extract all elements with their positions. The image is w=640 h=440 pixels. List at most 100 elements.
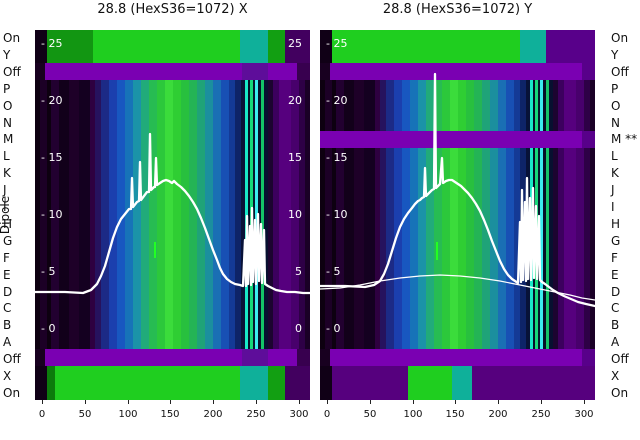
- row-label: F: [611, 250, 618, 265]
- inner-tick-label: - 0: [41, 322, 55, 335]
- x-tick-mark: [299, 400, 300, 404]
- x-tick-mark: [85, 400, 86, 404]
- inner-tick-label: 5: [295, 265, 302, 278]
- row-label: D: [3, 284, 13, 299]
- x-tick-mark: [541, 400, 542, 404]
- x-tick-label: 0: [38, 409, 46, 420]
- inner-tick-label: - 10: [326, 208, 347, 221]
- x-tick-label: 300: [289, 409, 309, 420]
- row-label: F: [3, 250, 10, 265]
- x-tick-label: 100: [118, 409, 138, 420]
- row-label: O: [611, 98, 621, 113]
- x-tick-mark: [327, 400, 328, 404]
- x-tick-mark: [584, 400, 585, 404]
- inner-tick-label: 25: [288, 37, 302, 50]
- row-label: M **: [611, 132, 638, 147]
- row-labels-right: On Y Off P O N M ** L K J I H G F E D C B A Off X On: [611, 0, 640, 440]
- heatmap-image: - 25 - 20 - 15 - 10 - 5 - 0 25 20 15 10 5 0: [35, 30, 310, 400]
- row-label: A: [611, 335, 620, 350]
- inner-tick-label: - 25: [41, 37, 62, 50]
- x-tick-label: 0: [323, 409, 331, 420]
- panel-title-y: 28.8 (HexS36=1072) Y: [382, 2, 533, 17]
- row-label: K: [3, 166, 11, 181]
- inner-tick-label: - 20: [41, 94, 62, 107]
- x-tick-mark: [170, 400, 171, 404]
- x-tick-label: 50: [363, 409, 377, 420]
- panel-title-x: 28.8 (HexS36=1072) X: [97, 2, 248, 17]
- row-label: I: [3, 200, 7, 214]
- inner-tick-label: - 15: [41, 151, 62, 164]
- row-label: On: [3, 385, 21, 400]
- row-label: L: [3, 149, 10, 164]
- row-label: Y: [611, 47, 619, 62]
- row-label: K: [611, 166, 619, 181]
- inner-tick-label: 15: [288, 151, 302, 164]
- row-label: B: [3, 318, 12, 333]
- row-label: E: [3, 267, 11, 282]
- row-label: X: [3, 369, 12, 383]
- row-label: Off: [3, 352, 21, 367]
- row-label: X: [611, 369, 620, 383]
- x-tick-mark: [455, 400, 456, 404]
- heatmap-panel-y: - 25 - 20 - 15 - 10 - 5 - 0 0 50 100 150 200 250 300: [320, 30, 595, 420]
- row-label: Y: [3, 47, 11, 62]
- row-label: G: [611, 233, 621, 248]
- profile-curve: [35, 132, 310, 295]
- row-label: D: [611, 284, 621, 299]
- heatmap-panel-x: - 25- 20- 15- 10- 5- 0 25 20 15 10 5 0 0 50 100 15…: [35, 30, 310, 420]
- inner-tick-label: 20: [288, 94, 302, 107]
- row-label: I: [611, 200, 615, 214]
- x-tick-mark: [413, 400, 414, 404]
- x-tick-label: 250: [246, 409, 266, 420]
- row-label: Off: [3, 64, 21, 79]
- inner-tick-label: - 15: [326, 151, 347, 164]
- row-label: Off: [611, 64, 629, 79]
- x-tick-label: 150: [445, 409, 465, 420]
- inner-tick-label: - 5: [41, 265, 55, 278]
- row-label: B: [611, 318, 620, 333]
- x-tick-mark: [370, 400, 371, 404]
- profile-curve: [320, 72, 595, 308]
- x-tick-mark: [128, 400, 129, 404]
- x-tick-label: 300: [574, 409, 594, 420]
- row-label: L: [611, 149, 618, 164]
- row-label: N: [3, 115, 12, 130]
- row-label: C: [3, 301, 12, 316]
- x-tick-label: 200: [488, 409, 508, 420]
- x-tick-label: 50: [78, 409, 92, 420]
- x-tick-mark: [42, 400, 43, 404]
- row-label: H: [3, 216, 13, 231]
- row-label: H: [611, 216, 621, 231]
- row-label: J: [3, 183, 7, 198]
- row-label: Off: [611, 352, 629, 367]
- x-tick-label: 250: [531, 409, 551, 420]
- row-label: O: [3, 98, 13, 113]
- row-label: On: [611, 31, 629, 45]
- inner-tick-label: - 25: [326, 37, 347, 50]
- heatmap-image: - 25 - 20 - 15 - 10 - 5 - 0: [320, 30, 595, 400]
- row-labels-left: On Y Off P O N M L K J I H G F E D C B A Off X On: [3, 0, 35, 440]
- row-label: A: [3, 335, 12, 350]
- profile-curve: [320, 274, 595, 301]
- row-label: G: [3, 233, 13, 248]
- row-label: N: [611, 115, 620, 130]
- inner-tick-label: - 10: [41, 208, 62, 221]
- inner-tick-label: - 0: [326, 322, 340, 335]
- row-label: On: [611, 385, 629, 400]
- row-label: J: [611, 183, 615, 198]
- inner-tick-label: 10: [288, 208, 302, 221]
- x-tick-label: 200: [203, 409, 223, 420]
- x-tick-mark: [213, 400, 214, 404]
- row-label: P: [3, 81, 11, 96]
- x-tick-label: 150: [160, 409, 180, 420]
- x-tick-mark: [498, 400, 499, 404]
- x-tick-mark: [256, 400, 257, 404]
- row-label: C: [611, 301, 620, 316]
- row-label: E: [611, 267, 619, 282]
- row-label: P: [611, 81, 619, 96]
- inner-tick-label: - 5: [326, 265, 340, 278]
- row-label: On: [3, 31, 21, 45]
- x-tick-label: 100: [403, 409, 423, 420]
- row-label: M: [3, 132, 14, 147]
